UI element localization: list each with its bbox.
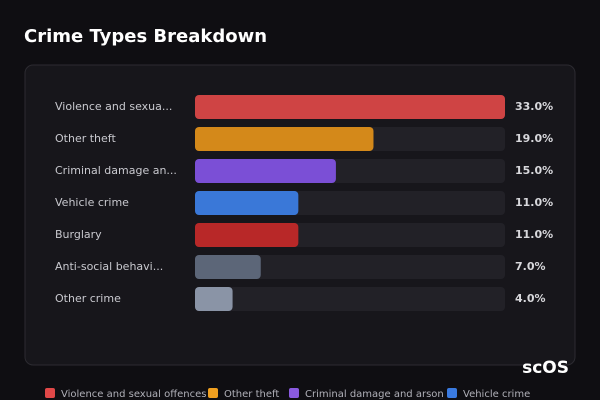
bar	[195, 127, 374, 151]
legend-swatch	[45, 388, 55, 398]
legend-swatch	[208, 388, 218, 398]
category-label: Violence and sexua...	[55, 100, 172, 113]
value-label: 11.0%	[515, 228, 553, 241]
legend-label: Other theft	[224, 389, 279, 400]
value-label: 4.0%	[515, 292, 546, 305]
legend-label: Violence and sexual offences	[61, 389, 207, 400]
value-label: 19.0%	[515, 132, 553, 145]
bar	[195, 287, 233, 311]
chart-title: Crime Types Breakdown	[24, 26, 267, 47]
value-label: 11.0%	[515, 196, 553, 209]
legend-label: Criminal damage and arson	[305, 389, 444, 400]
legend-label: Vehicle crime	[463, 389, 530, 400]
legend-swatch	[447, 388, 457, 398]
bar	[195, 223, 299, 247]
category-label: Criminal damage an...	[55, 164, 177, 177]
legend-swatch	[289, 388, 299, 398]
category-label: Anti-social behavi...	[55, 260, 163, 273]
bar	[195, 159, 336, 183]
value-label: 15.0%	[515, 164, 553, 177]
category-label: Vehicle crime	[55, 196, 129, 209]
watermark: scOS	[522, 358, 569, 378]
bar	[195, 95, 505, 119]
value-label: 33.0%	[515, 100, 553, 113]
category-label: Burglary	[55, 228, 102, 241]
bar-track	[195, 255, 505, 279]
bar-track	[195, 287, 505, 311]
category-label: Other crime	[55, 292, 121, 305]
bar	[195, 255, 261, 279]
bar	[195, 191, 299, 215]
value-label: 7.0%	[515, 260, 546, 273]
category-label: Other theft	[55, 132, 116, 145]
